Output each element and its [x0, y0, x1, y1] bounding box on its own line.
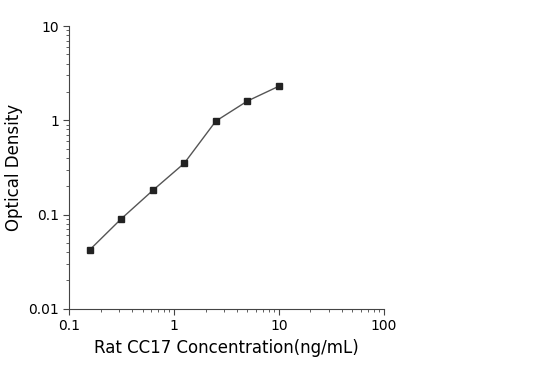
Y-axis label: Optical Density: Optical Density	[5, 104, 22, 231]
X-axis label: Rat CC17 Concentration(ng/mL): Rat CC17 Concentration(ng/mL)	[94, 339, 359, 357]
